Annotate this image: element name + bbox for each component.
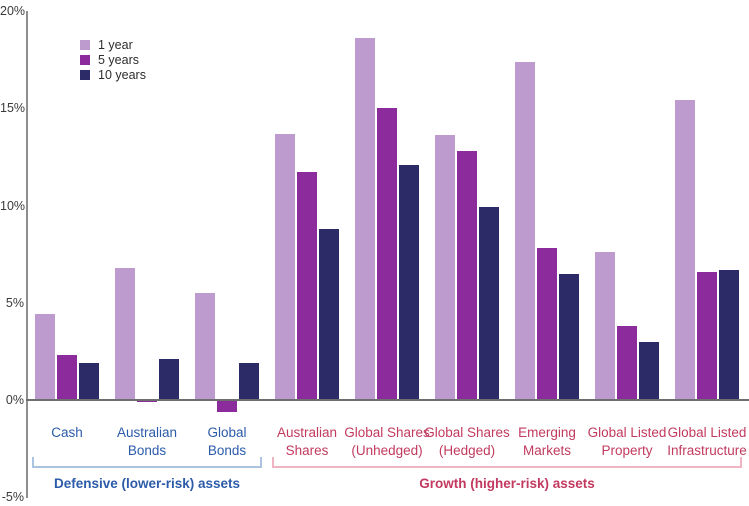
bracket-tick [32,457,34,467]
bar-10-years-australian-shares [319,228,339,400]
bracket-tick [740,457,742,467]
legend-item-10-years: 10 years [80,67,146,82]
y-tick-label: -5% [1,490,24,504]
y-tick-label: 5% [5,296,24,310]
category-label-emerging-markets: Emerging Markets [518,425,576,458]
legend-item-1-year: 1 year [80,37,146,52]
bar-1-year-global-shares-hedged [435,135,455,400]
bar-5-years-global-shares-unhedged [377,108,397,400]
bar-1-year-global-shares-unhedged [355,38,375,400]
category-label-global-shares-unhedged: Global Shares (Unhedged) [344,425,430,458]
bar-10-years-emerging-markets [559,273,579,400]
bar-1-year-australian-bonds [115,267,135,400]
legend-swatch-10-years [80,69,90,80]
group-label-growth-higher-risk-assets: Growth (higher-risk) assets [419,476,595,491]
legend-item-5-years: 5 years [80,52,146,67]
x-axis-baseline [26,399,749,401]
bar-1-year-emerging-markets [515,61,535,400]
bracket-tick [272,457,274,467]
bracket-defensive-lower-risk-assets [32,466,262,468]
bar-1-year-global-bonds [195,293,215,400]
bracket-growth-higher-risk-assets [272,466,742,468]
category-label-cash: Cash [51,425,83,440]
legend-label: 5 years [98,52,139,67]
category-label-global-shares-hedged: Global Shares (Hedged) [424,425,510,458]
bracket-tick [260,457,262,467]
category-label-global-bonds: Global Bonds [207,425,247,458]
category-label-australian-bonds: Australian Bonds [116,425,178,458]
bar-5-years-australian-shares [297,172,317,400]
bar-1-year-global-listed-infrastructure [675,100,695,400]
bar-10-years-australian-bonds [159,359,179,400]
category-label-global-listed-property: Global Listed Property [587,425,667,458]
legend-swatch-5-years [80,54,90,65]
bar-5-years-cash [57,355,77,400]
bar-10-years-global-bonds [239,363,259,400]
y-tick-label: 15% [0,101,26,115]
y-tick-label: 20% [0,4,26,18]
bar-1-year-australian-shares [275,133,295,400]
bar-5-years-emerging-markets [537,248,557,400]
bar-5-years-australian-bonds [137,400,157,402]
bar-5-years-global-shares-hedged [457,151,477,400]
bar-1-year-cash [35,314,55,400]
bar-10-years-cash [79,363,99,400]
y-tick-label: 0% [5,393,24,407]
bar-5-years-global-listed-property [617,326,637,400]
legend-label: 1 year [98,37,133,52]
legend-label: 10 years [98,67,146,82]
bar-1-year-global-listed-property [595,252,615,400]
bar-5-years-global-bonds [217,400,237,412]
bar-5-years-global-listed-infrastructure [697,271,717,400]
category-label-australian-shares: Australian Shares [276,425,338,458]
bar-10-years-global-listed-infrastructure [719,269,739,400]
y-axis-line [26,11,28,498]
legend-swatch-1-year [80,39,90,50]
bar-10-years-global-shares-unhedged [399,164,419,400]
bar-10-years-global-shares-hedged [479,207,499,400]
bar-10-years-global-listed-property [639,341,659,400]
y-tick-label: 10% [0,199,26,213]
group-label-defensive-lower-risk-assets: Defensive (lower-risk) assets [53,476,241,491]
category-label-global-listed-infrastructure: Global Listed Infrastructure [667,425,747,458]
legend: 1 year 5 years 10 years [80,37,146,82]
